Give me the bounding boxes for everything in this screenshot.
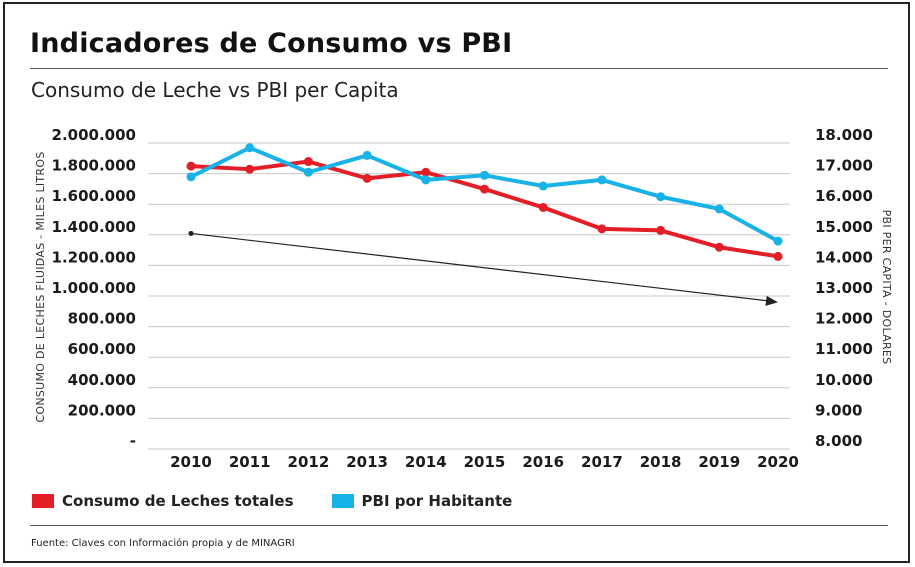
data-point-pbi — [538, 181, 548, 191]
data-point-pbi — [597, 175, 607, 185]
data-point-consumo — [714, 242, 724, 252]
y-right-tick-label: 8.000 — [815, 432, 862, 450]
data-point-consumo — [597, 224, 607, 234]
x-tick-label: 2011 — [229, 453, 271, 471]
x-tick-label: 2017 — [581, 453, 623, 471]
source-note: Fuente: Claves con Información propia y … — [31, 538, 295, 549]
data-point-consumo — [773, 251, 783, 261]
legend-item-pbi: PBI por Habitante — [331, 492, 513, 510]
y-left-tick-label: 1.600.000 — [52, 187, 136, 205]
y-left-tick-label: 1.800.000 — [52, 157, 136, 175]
legend-item-consumo: Consumo de Leches totales — [32, 492, 294, 510]
data-point-consumo — [656, 225, 666, 235]
x-tick-label: 2015 — [464, 453, 506, 471]
y-left-axis-title: CONSUMO DE LECHES FLUIDAS - MILES LITROS — [34, 151, 47, 422]
data-point-pbi — [186, 172, 196, 182]
y-right-tick-label: 11.000 — [815, 340, 873, 358]
page-title: Indicadores de Consumo vs PBI — [30, 28, 513, 59]
data-point-pbi — [303, 167, 313, 177]
data-point-pbi — [245, 143, 255, 153]
data-point-consumo — [538, 202, 548, 212]
y-right-tick-label: 9.000 — [815, 401, 862, 419]
chart-frame — [3, 2, 910, 563]
y-left-tick-label: 1.200.000 — [52, 248, 136, 266]
x-tick-label: 2018 — [640, 453, 682, 471]
x-tick-label: 2012 — [288, 453, 330, 471]
x-tick-label: 2019 — [698, 453, 740, 471]
y-right-tick-label: 12.000 — [815, 310, 873, 328]
y-left-tick-label: 400.000 — [68, 371, 136, 389]
y-right-tick-label: 15.000 — [815, 218, 873, 236]
legend-label-pbi: PBI por Habitante — [361, 492, 513, 510]
legend-swatch-pbi — [331, 494, 354, 508]
x-tick-label: 2016 — [522, 453, 564, 471]
y-left-tick-label: - — [130, 432, 136, 450]
x-tick-label: 2014 — [405, 453, 447, 471]
trend-arrow-line — [190, 232, 773, 302]
data-point-pbi — [362, 150, 372, 160]
y-left-tick-label: 600.000 — [68, 340, 136, 358]
y-right-tick-label: 13.000 — [815, 279, 873, 297]
x-tick-label: 2010 — [170, 453, 212, 471]
data-point-consumo — [421, 167, 431, 177]
trend-arrow-start-dot — [188, 230, 194, 236]
footer-divider — [30, 525, 888, 526]
data-point-pbi — [773, 236, 783, 246]
data-point-pbi — [421, 175, 431, 185]
data-point-pbi — [656, 192, 666, 202]
chart-legend: Consumo de Leches totales PBI por Habita… — [32, 492, 550, 510]
y-left-tick-label: 2.000.000 — [52, 126, 136, 144]
data-point-consumo — [186, 161, 196, 171]
y-right-tick-label: 17.000 — [815, 157, 873, 175]
legend-swatch-consumo — [32, 494, 54, 508]
x-tick-label: 2020 — [757, 453, 799, 471]
chart-subtitle: Consumo de Leche vs PBI per Capita — [31, 78, 399, 102]
y-right-tick-label: 18.000 — [815, 126, 873, 144]
x-tick-label: 2013 — [346, 453, 388, 471]
y-left-tick-label: 1.400.000 — [52, 218, 136, 236]
data-point-consumo — [480, 184, 489, 194]
data-point-pbi — [714, 204, 724, 214]
y-right-tick-label: 16.000 — [815, 187, 873, 205]
trend-arrow-head — [765, 295, 778, 306]
y-left-tick-label: 1.000.000 — [52, 279, 136, 297]
title-divider — [30, 68, 888, 69]
y-right-tick-label: 10.000 — [815, 371, 873, 389]
y-left-tick-label: 800.000 — [68, 310, 136, 328]
data-point-consumo — [245, 164, 255, 174]
y-right-axis-title: PBI PER CAPITA - DOLARES — [880, 210, 893, 365]
y-left-tick-label: 200.000 — [68, 401, 136, 419]
data-point-consumo — [362, 173, 372, 183]
legend-label-consumo: Consumo de Leches totales — [62, 492, 294, 510]
data-point-consumo — [303, 157, 313, 167]
series-line-pbi — [189, 145, 780, 244]
y-right-tick-label: 14.000 — [815, 248, 873, 266]
data-point-pbi — [480, 170, 489, 180]
